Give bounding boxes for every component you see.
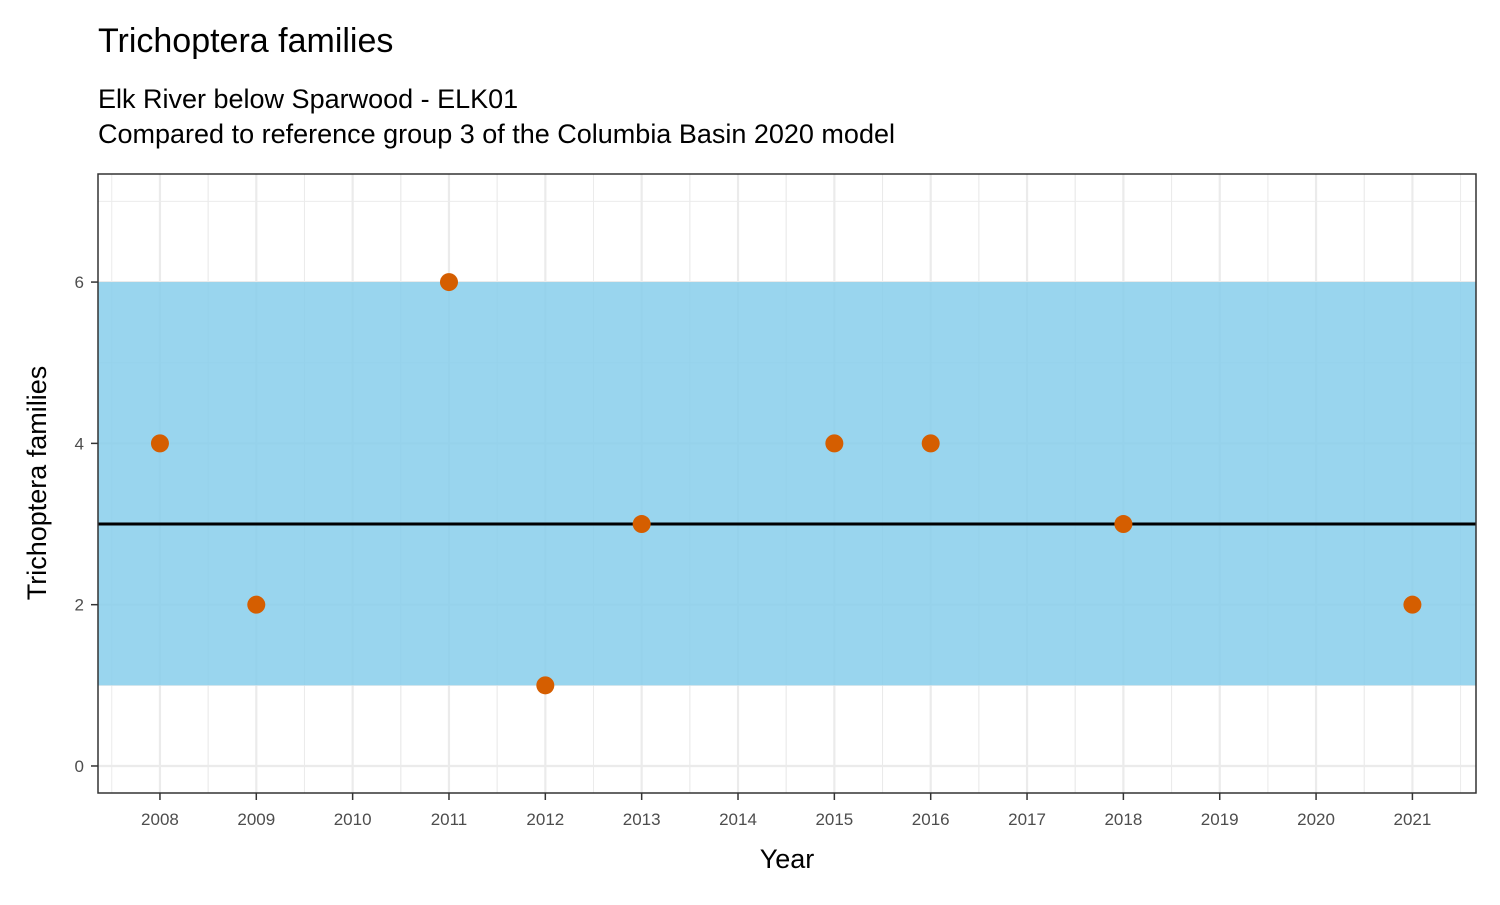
x-tick-label: 2019	[1201, 810, 1239, 829]
data-point	[536, 676, 555, 695]
data-point	[1114, 515, 1133, 534]
data-point	[825, 434, 844, 453]
y-axis-label: Trichoptera families	[22, 366, 52, 601]
x-axis: 2008 2009 2010 2011 2012 2013 2014 2015 2016 2017…	[141, 793, 1431, 829]
x-tick-label: 2016	[912, 810, 950, 829]
data-point	[439, 273, 458, 292]
y-axis: 0 2 4 6	[75, 273, 98, 776]
data-point	[1403, 595, 1422, 614]
x-tick-label: 2021	[1393, 810, 1431, 829]
y-tick-label: 4	[75, 434, 84, 453]
x-tick-label: 2020	[1297, 810, 1335, 829]
plot-panel-border	[97, 173, 1477, 794]
x-tick-label: 2013	[623, 810, 661, 829]
x-tick-label: 2009	[237, 810, 275, 829]
chart-subtitle-line1: Elk River below Sparwood - ELK01	[98, 84, 518, 114]
x-tick-label: 2012	[526, 810, 564, 829]
x-tick-label: 2015	[815, 810, 853, 829]
chart-title: Trichoptera families	[98, 22, 393, 60]
x-tick-label: 2010	[334, 810, 372, 829]
data-point	[632, 515, 651, 534]
x-tick-label: 2011	[431, 810, 468, 829]
chart-subtitle-line2: Compared to reference group 3 of the Col…	[98, 119, 895, 149]
y-tick-label: 0	[75, 757, 84, 776]
data-point	[921, 434, 940, 453]
y-tick-label: 6	[75, 273, 84, 292]
data-point	[247, 595, 266, 614]
x-tick-label: 2017	[1008, 810, 1046, 829]
data-points	[150, 273, 1422, 695]
x-axis-label: Year	[760, 844, 815, 874]
x-tick-label: 2014	[719, 810, 757, 829]
y-tick-label: 2	[75, 596, 84, 615]
x-tick-label: 2008	[141, 810, 179, 829]
x-tick-label: 2018	[1104, 810, 1142, 829]
reference-band	[98, 282, 1476, 686]
data-point	[150, 434, 169, 453]
